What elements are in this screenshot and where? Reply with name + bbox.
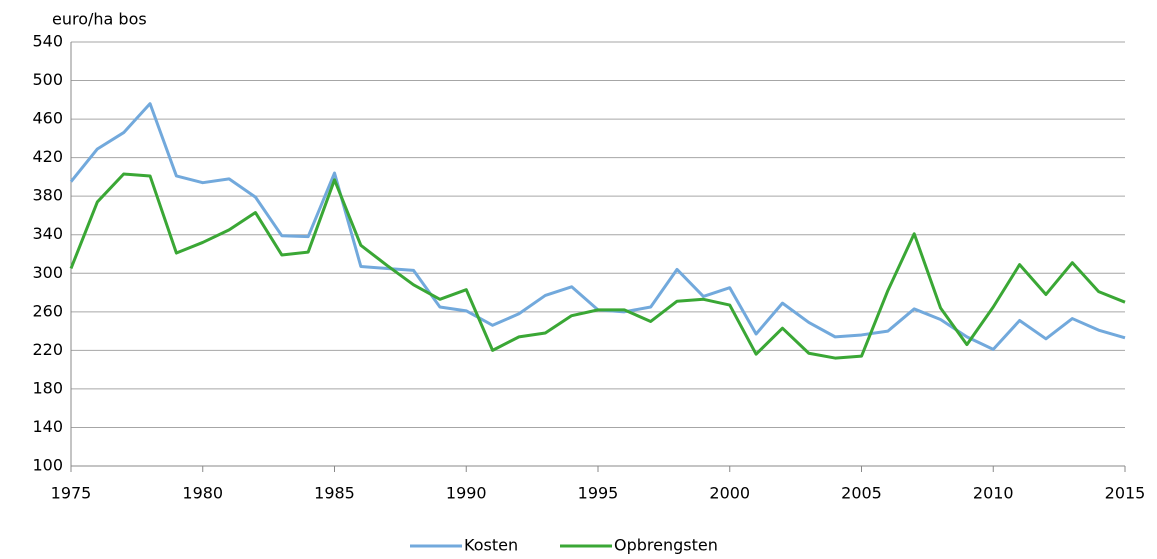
- x-tick-label: 1980: [182, 484, 223, 503]
- y-tick-label: 500: [32, 70, 63, 89]
- y-tick-label: 300: [32, 263, 63, 282]
- y-axis-label: euro/ha bos: [52, 10, 147, 29]
- y-tick-label: 220: [32, 340, 63, 359]
- x-tick-label: 2000: [709, 484, 750, 503]
- y-tick-label: 380: [32, 186, 63, 205]
- x-tick-label: 2005: [841, 484, 882, 503]
- legend-label: Opbrengsten: [614, 536, 718, 555]
- y-tick-label: 460: [32, 109, 63, 128]
- legend-label: Kosten: [464, 536, 518, 555]
- y-tick-label: 180: [32, 378, 63, 397]
- line: [69, 172, 1126, 360]
- x-tick-label: 1985: [314, 484, 355, 503]
- y-tick-label: 140: [32, 417, 63, 436]
- y-tick-label: 420: [32, 147, 63, 166]
- y-tick-label: 100: [32, 456, 63, 475]
- y-tick-label: 260: [32, 301, 63, 320]
- y-tick-label: 540: [32, 32, 63, 51]
- x-tick-label: 1990: [446, 484, 487, 503]
- y-tick-label: 340: [32, 224, 63, 243]
- line: [69, 102, 1126, 351]
- x-tick-label: 2015: [1105, 484, 1146, 503]
- x-tick-label: 1995: [578, 484, 619, 503]
- x-tick-label: 2010: [973, 484, 1014, 503]
- x-tick-label: 1975: [51, 484, 92, 503]
